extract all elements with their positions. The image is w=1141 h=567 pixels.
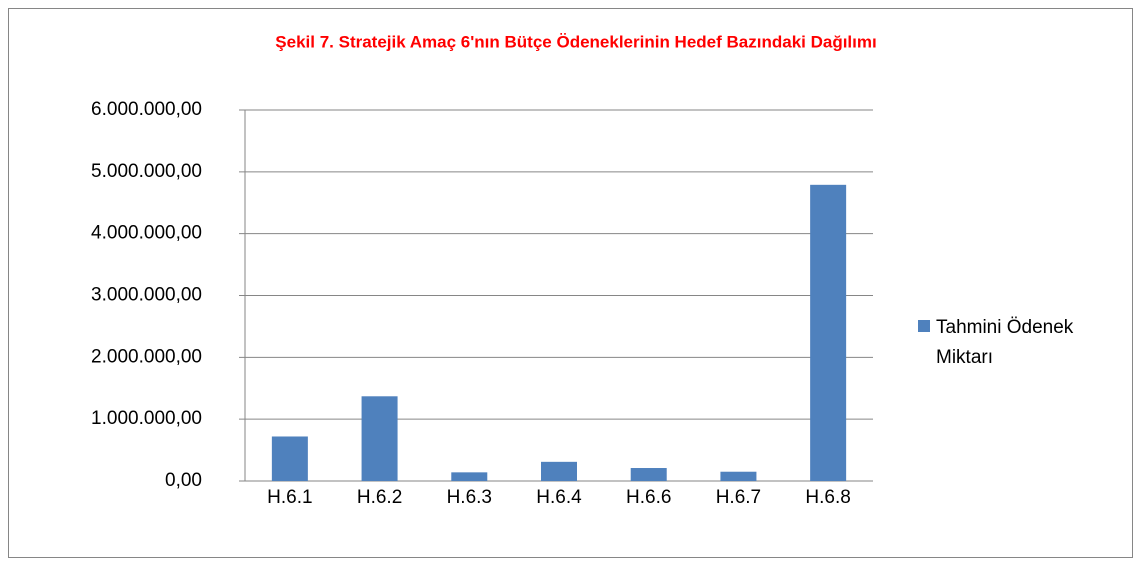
bar — [541, 461, 577, 481]
bar — [720, 471, 757, 481]
y-tick-label: 1.000.000,00 — [91, 408, 202, 429]
legend-swatch — [918, 320, 930, 332]
bar — [271, 436, 308, 481]
x-tick-label: H.6.2 — [357, 487, 402, 508]
bar — [810, 184, 847, 481]
x-tick-label: H.6.1 — [267, 487, 312, 508]
x-tick-label: H.6.7 — [716, 487, 761, 508]
x-tick-label: H.6.8 — [805, 487, 850, 508]
x-tick-label: H.6.3 — [447, 487, 492, 508]
y-tick-label: 3.000.000,00 — [91, 285, 202, 306]
legend-label: Tahmini Ödenek Miktarı — [936, 317, 1074, 368]
chart-title: Şekil 7. Stratejik Amaç 6'nın Bütçe Öden… — [275, 32, 876, 51]
y-tick-label: 2.000.000,00 — [91, 346, 202, 367]
x-tick-label: H.6.6 — [626, 487, 671, 508]
y-tick-label: 5.000.000,00 — [91, 161, 202, 182]
y-tick-label: 4.000.000,00 — [91, 223, 202, 244]
bar — [361, 396, 398, 481]
y-tick-label: 6.000.000,00 — [91, 99, 202, 120]
x-tick-label: H.6.4 — [536, 487, 582, 508]
bar — [451, 472, 488, 481]
y-tick-label: 0,00 — [165, 470, 202, 491]
bar — [630, 468, 667, 481]
